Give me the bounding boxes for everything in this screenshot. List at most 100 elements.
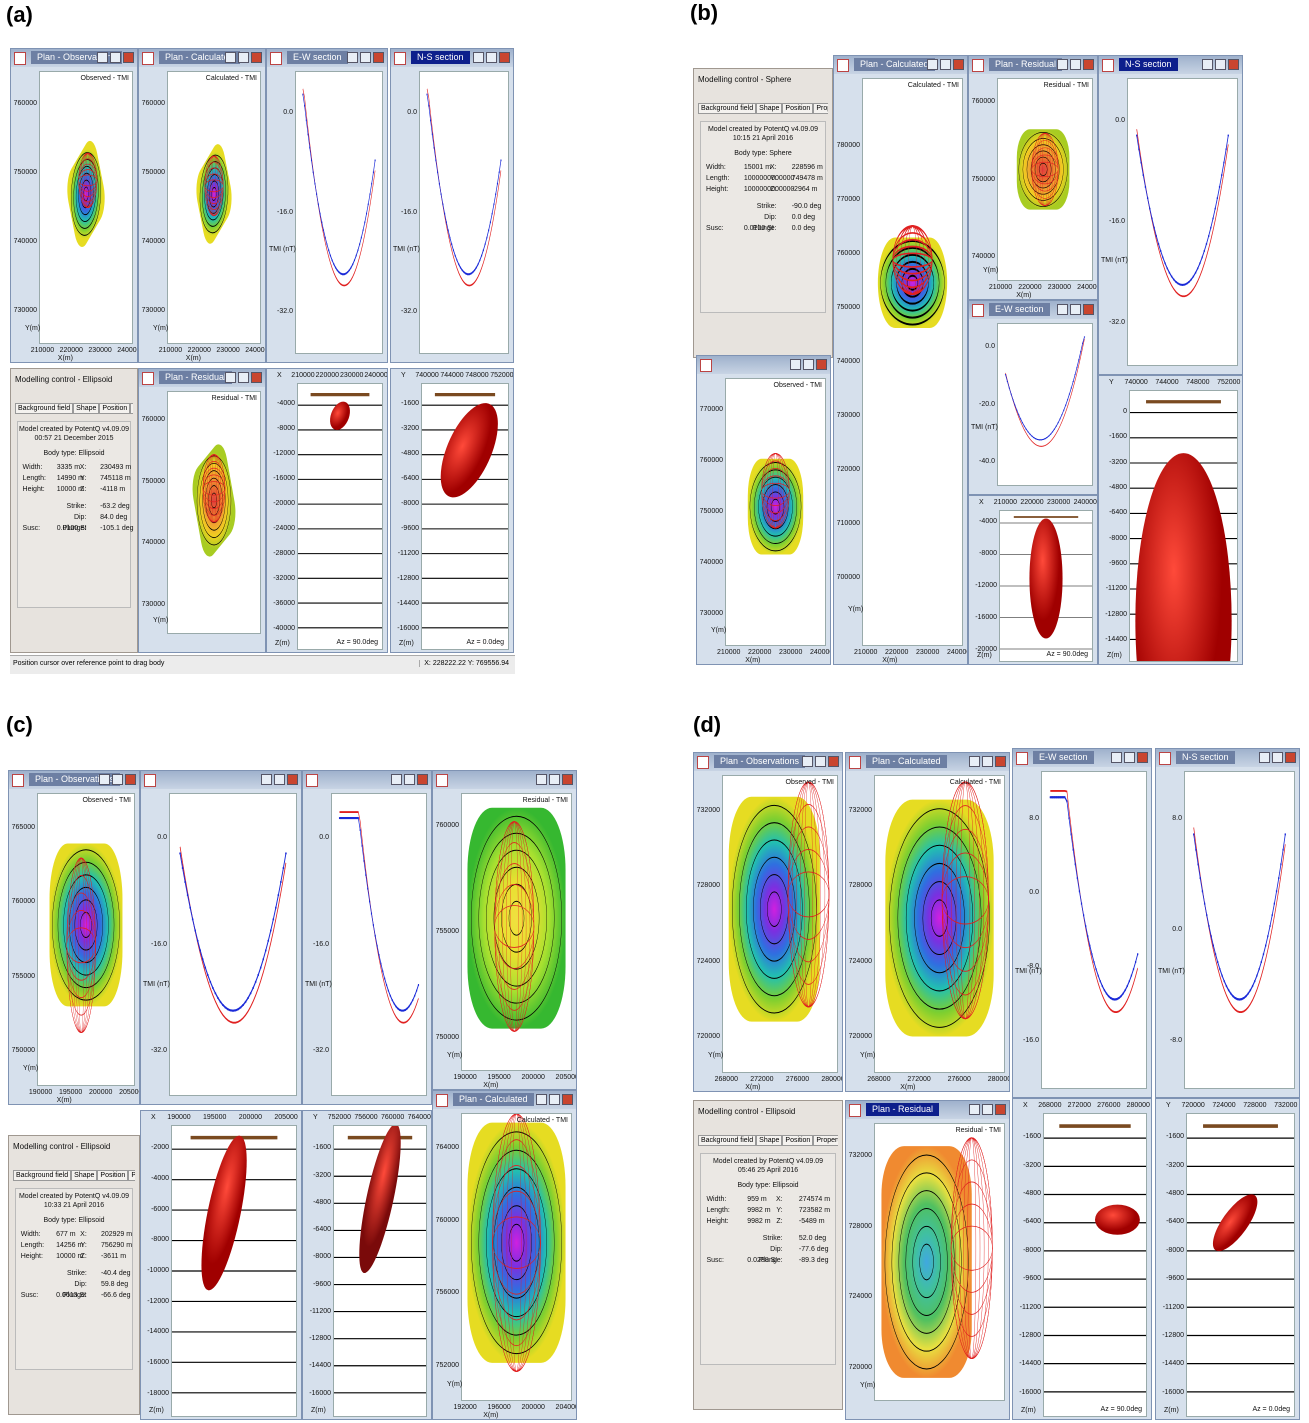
maximize-button[interactable]	[360, 52, 371, 63]
minimize-button[interactable]	[536, 774, 547, 785]
maximize-button[interactable]	[238, 52, 249, 63]
x-tick-label: 230000	[88, 347, 111, 354]
field-label: Plunge:	[63, 525, 87, 532]
maximize-button[interactable]	[549, 1094, 560, 1105]
close-button[interactable]	[562, 774, 573, 785]
maximize-button[interactable]	[1215, 59, 1226, 70]
tab[interactable]: Position	[99, 403, 130, 414]
tab[interactable]: Properties	[130, 403, 133, 414]
minimize-button[interactable]	[97, 52, 108, 63]
x-tick-label: 240000	[810, 649, 831, 656]
observed-point	[1151, 218, 1152, 220]
minimize-button[interactable]	[1057, 59, 1068, 70]
close-button[interactable]	[995, 756, 1006, 767]
observed-point	[1169, 272, 1170, 274]
tab[interactable]: Shape	[756, 1135, 782, 1146]
maximize-button[interactable]	[982, 756, 993, 767]
tab[interactable]: Background field	[13, 1170, 71, 1181]
maximize-button[interactable]	[982, 1104, 993, 1115]
minimize-button[interactable]	[1111, 752, 1122, 763]
minimize-button[interactable]	[1202, 59, 1213, 70]
close-button[interactable]	[816, 359, 827, 370]
observed-point	[1237, 998, 1238, 1000]
x-tick-label: 740000	[1124, 379, 1147, 386]
close-button[interactable]	[828, 756, 839, 767]
tab[interactable]: Shape	[71, 1170, 97, 1181]
minimize-button[interactable]	[391, 774, 402, 785]
tab[interactable]: Background field	[15, 403, 73, 414]
y-tick-label: 750000	[699, 508, 723, 515]
close-button[interactable]	[251, 372, 262, 383]
close-button[interactable]	[499, 52, 510, 63]
tab[interactable]: Properties	[813, 103, 828, 114]
minimize-button[interactable]	[225, 372, 236, 383]
minimize-button[interactable]	[347, 52, 358, 63]
azimuth-label: Az = 0.0deg	[466, 639, 504, 646]
minimize-button[interactable]	[802, 756, 813, 767]
maximize-button[interactable]	[112, 774, 123, 785]
tab[interactable]: Properties	[128, 1170, 135, 1181]
maximize-button[interactable]	[274, 774, 285, 785]
maximize-button[interactable]	[1070, 59, 1081, 70]
y-tick-label: 740000	[141, 539, 165, 546]
minimize-button[interactable]	[536, 1094, 547, 1105]
close-button[interactable]	[953, 59, 964, 70]
maximize-button[interactable]	[1070, 304, 1081, 315]
close-button[interactable]	[1285, 752, 1296, 763]
y-tick-label: -16000	[269, 475, 295, 482]
tab[interactable]: Position	[782, 1135, 813, 1146]
maximize-button[interactable]	[404, 774, 415, 785]
observed-point	[427, 94, 428, 96]
close-button[interactable]	[1083, 59, 1094, 70]
maximize-button[interactable]	[1124, 752, 1135, 763]
minimize-button[interactable]	[1057, 304, 1068, 315]
minimize-button[interactable]	[1259, 752, 1270, 763]
y-tick-label: 724000	[848, 958, 872, 965]
close-button[interactable]	[251, 52, 262, 63]
observed-point	[220, 1001, 222, 1003]
observed-point	[311, 159, 312, 161]
close-button[interactable]	[125, 774, 136, 785]
minimize-button[interactable]	[225, 52, 236, 63]
maximize-button[interactable]	[803, 359, 814, 370]
close-button[interactable]	[373, 52, 384, 63]
tab[interactable]: Properties	[813, 1135, 838, 1146]
close-button[interactable]	[123, 52, 134, 63]
minimize-button[interactable]	[969, 1104, 980, 1115]
minimize-button[interactable]	[790, 359, 801, 370]
tab[interactable]: Shape	[73, 403, 99, 414]
maximize-button[interactable]	[940, 59, 951, 70]
close-button[interactable]	[995, 1104, 1006, 1115]
close-button[interactable]	[1137, 752, 1148, 763]
maximize-button[interactable]	[815, 756, 826, 767]
close-button[interactable]	[562, 1094, 573, 1105]
observed-point	[490, 221, 491, 223]
tab[interactable]: Shape	[756, 103, 782, 114]
close-button[interactable]	[287, 774, 298, 785]
minimize-button[interactable]	[927, 59, 938, 70]
window-icon	[394, 52, 406, 65]
plot-graphic	[1000, 511, 1092, 661]
field-value: -3611 m	[101, 1253, 126, 1260]
close-button[interactable]	[1083, 304, 1094, 315]
tab[interactable]: Background field	[698, 103, 756, 114]
observed-point	[395, 1005, 396, 1007]
section-axis: X	[151, 1114, 156, 1121]
minimize-button[interactable]	[473, 52, 484, 63]
minimize-button[interactable]	[969, 756, 980, 767]
maximize-button[interactable]	[1272, 752, 1283, 763]
minimize-button[interactable]	[99, 774, 110, 785]
tab[interactable]: Background field	[698, 1135, 756, 1146]
y-tick-label: -14400	[1015, 1360, 1041, 1367]
tab[interactable]: Position	[782, 103, 813, 114]
plot-area	[295, 71, 383, 354]
maximize-button[interactable]	[110, 52, 121, 63]
observed-point	[1106, 993, 1107, 995]
minimize-button[interactable]	[261, 774, 272, 785]
maximize-button[interactable]	[238, 372, 249, 383]
close-button[interactable]	[417, 774, 428, 785]
tab[interactable]: Position	[97, 1170, 128, 1181]
close-button[interactable]	[1228, 59, 1239, 70]
maximize-button[interactable]	[549, 774, 560, 785]
maximize-button[interactable]	[486, 52, 497, 63]
